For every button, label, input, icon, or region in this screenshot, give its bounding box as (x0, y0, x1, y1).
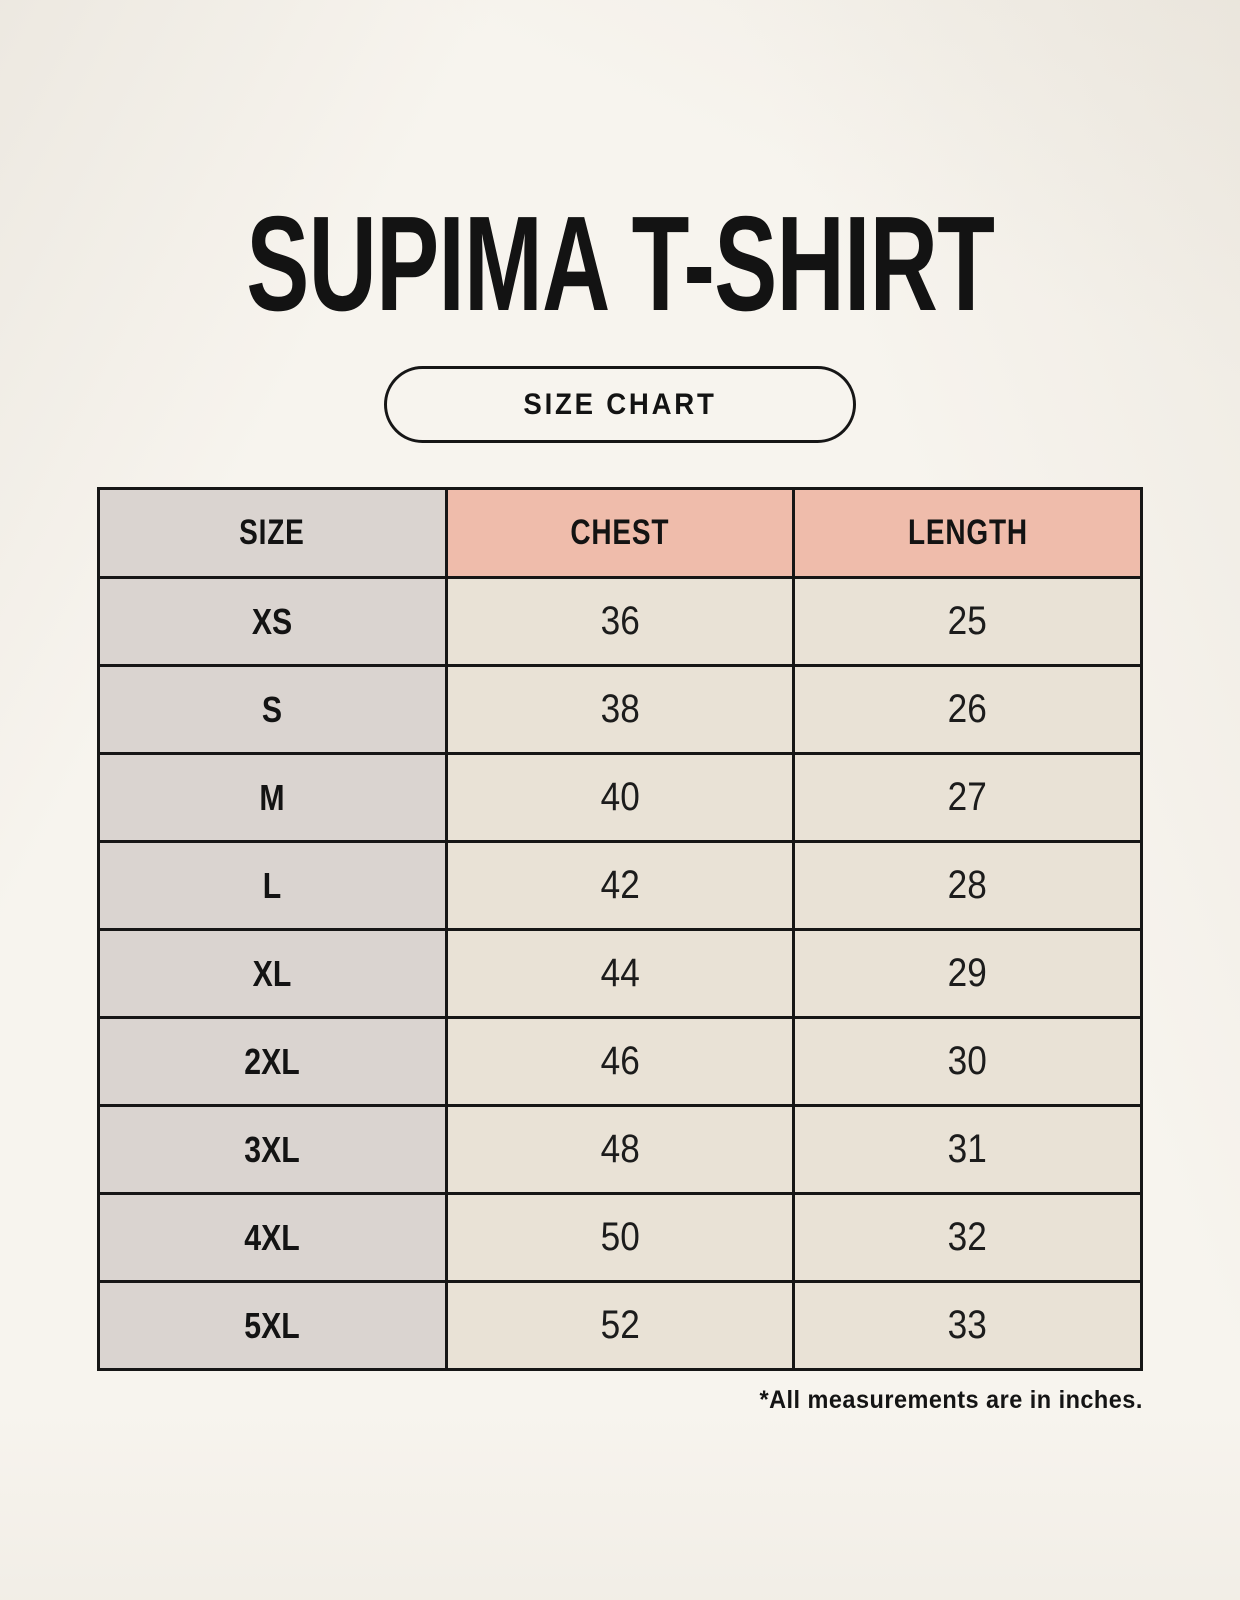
length-value: 25 (948, 599, 988, 643)
chest-value: 44 (600, 951, 640, 995)
header-row: SIZE CHEST LENGTH (97, 487, 1143, 579)
table-row-xl: XL 44 29 (97, 928, 1143, 1019)
chest-cell: 50 (444, 1192, 796, 1283)
size-cell: L (97, 840, 448, 931)
length-value: 30 (948, 1039, 988, 1083)
chest-cell: 38 (444, 664, 796, 755)
chest-cell: 40 (444, 752, 796, 843)
chest-cell: 46 (444, 1016, 796, 1107)
length-value: 29 (948, 951, 988, 995)
size-cell: 2XL (97, 1016, 448, 1107)
length-value: 32 (948, 1215, 988, 1259)
length-cell: 25 (792, 576, 1143, 667)
chest-cell: 52 (444, 1280, 796, 1371)
length-cell: 27 (792, 752, 1143, 843)
length-value: 28 (948, 863, 988, 907)
size-cell: XS (97, 576, 448, 667)
chest-cell: 48 (444, 1104, 796, 1195)
chest-cell: 44 (444, 928, 796, 1019)
table-row-s: S 38 26 (97, 664, 1143, 755)
column-header-length-label: LENGTH (907, 513, 1028, 552)
column-header-chest: CHEST (444, 487, 796, 579)
size-cell: XL (97, 928, 448, 1019)
chest-value: 42 (600, 863, 640, 907)
table-row-l: L 42 28 (97, 840, 1143, 931)
table-row-5xl: 5XL 52 33 (97, 1280, 1143, 1371)
size-chart-button-label: SIZE CHART (523, 387, 717, 421)
size-value: M (259, 776, 285, 818)
size-value: S (262, 688, 283, 730)
size-value: XL (252, 952, 292, 994)
chest-cell: 36 (444, 576, 796, 667)
length-value: 27 (948, 775, 988, 819)
size-value: L (263, 864, 282, 906)
size-value: 4XL (244, 1216, 301, 1258)
chest-value: 50 (600, 1215, 640, 1259)
size-value: XS (252, 600, 293, 642)
table-row-4xl: 4XL 50 32 (97, 1192, 1143, 1283)
chest-value: 40 (600, 775, 640, 819)
length-value: 33 (948, 1303, 988, 1347)
size-table: SIZE CHEST LENGTH XS 36 25 S 38 26 M 40 … (97, 487, 1143, 1371)
size-cell: 4XL (97, 1192, 448, 1283)
footnote-text: *All measurements are in inches. (759, 1386, 1143, 1414)
column-header-chest-label: CHEST (570, 513, 670, 552)
size-cell: M (97, 752, 448, 843)
size-cell: S (97, 664, 448, 755)
length-cell: 26 (792, 664, 1143, 755)
table-row-2xl: 2XL 46 30 (97, 1016, 1143, 1107)
size-value: 3XL (244, 1128, 301, 1170)
size-table-head: SIZE CHEST LENGTH (97, 487, 1143, 579)
chest-value: 38 (600, 687, 640, 731)
footnote: *All measurements are in inches. (97, 1386, 1143, 1415)
length-cell: 28 (792, 840, 1143, 931)
table-row-xs: XS 36 25 (97, 576, 1143, 667)
size-cell: 3XL (97, 1104, 448, 1195)
column-header-length: LENGTH (792, 487, 1143, 579)
length-cell: 33 (792, 1280, 1143, 1371)
length-cell: 30 (792, 1016, 1143, 1107)
chest-cell: 42 (444, 840, 796, 931)
length-cell: 32 (792, 1192, 1143, 1283)
chest-value: 36 (600, 599, 640, 643)
table-row-m: M 40 27 (97, 752, 1143, 843)
chest-value: 46 (600, 1039, 640, 1083)
length-value: 26 (948, 687, 988, 731)
page-title: SUPIMA T-SHIRT (0, 0, 1240, 331)
length-value: 31 (948, 1127, 988, 1171)
size-value: 5XL (244, 1304, 301, 1346)
footnote-container: *All measurements are in inches. (97, 1386, 1143, 1415)
length-cell: 29 (792, 928, 1143, 1019)
size-chart-button: SIZE CHART (384, 366, 856, 443)
table-row-3xl: 3XL 48 31 (97, 1104, 1143, 1195)
size-table-body: XS 36 25 S 38 26 M 40 27 L 42 28 XL 44 (97, 576, 1143, 1371)
size-cell: 5XL (97, 1280, 448, 1371)
column-header-size: SIZE (97, 487, 448, 579)
length-cell: 31 (792, 1104, 1143, 1195)
chest-value: 48 (600, 1127, 640, 1171)
column-header-size-label: SIZE (239, 513, 306, 552)
chest-value: 52 (600, 1303, 640, 1347)
size-value: 2XL (244, 1040, 301, 1082)
page-title-text: SUPIMA T-SHIRT (246, 188, 995, 339)
